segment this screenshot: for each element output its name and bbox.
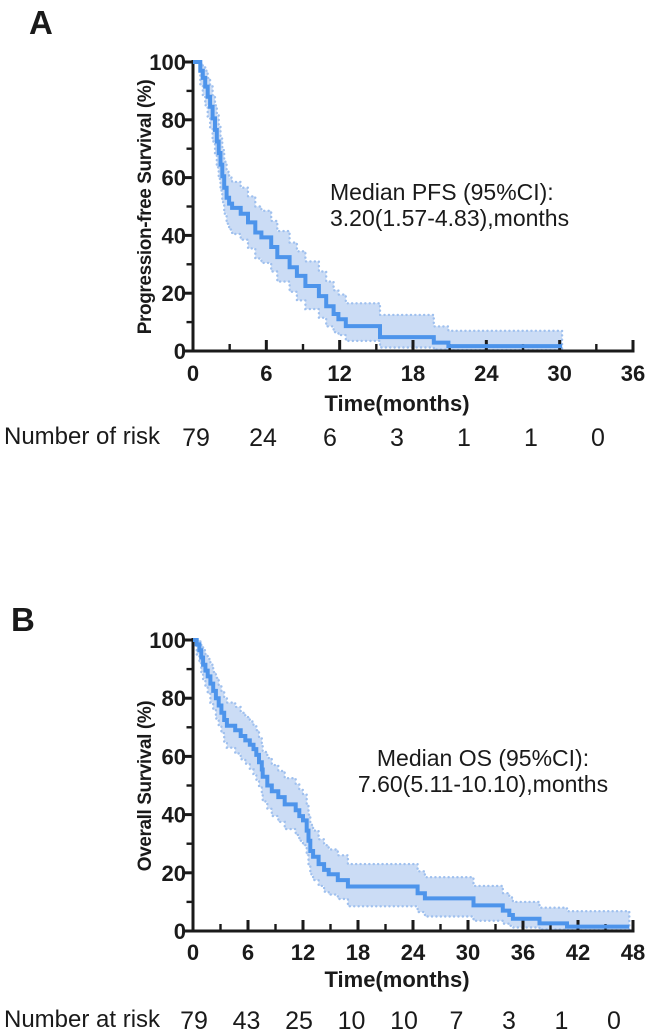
x-tick-label: 18 bbox=[346, 940, 370, 965]
panel-b-x-axis-title: Time(months) bbox=[324, 967, 470, 992]
km-curve-panel-a bbox=[193, 60, 563, 349]
risk-value: 10 bbox=[390, 1007, 418, 1034]
x-tick-label: 6 bbox=[260, 361, 272, 386]
x-tick-label: 12 bbox=[291, 940, 315, 965]
risk-value: 6 bbox=[323, 424, 337, 452]
panel-b-y-axis-title: Overall Survival (%) bbox=[135, 700, 156, 872]
x-tick-label: 6 bbox=[242, 940, 254, 965]
panel-a-median-annotation-line2: 3.20(1.57-4.83),months bbox=[330, 204, 570, 231]
x-tick-label: 30 bbox=[547, 361, 571, 386]
y-tick-label: 60 bbox=[162, 744, 186, 769]
risk-value: 3 bbox=[502, 1007, 516, 1034]
x-tick-label: 12 bbox=[327, 361, 351, 386]
y-tick-label: 20 bbox=[162, 861, 186, 886]
risk-value: 0 bbox=[607, 1007, 621, 1034]
risk-value: 10 bbox=[338, 1007, 366, 1034]
x-tick-label: 24 bbox=[401, 940, 426, 965]
panel-b-letter: B bbox=[11, 601, 35, 638]
panel-a-y-axis-title: Progression-free Survival (%) bbox=[135, 79, 156, 335]
risk-value: 24 bbox=[249, 424, 277, 452]
panel-a-x-axis-title: Time(months) bbox=[324, 391, 470, 416]
x-tick-label: 36 bbox=[621, 361, 645, 386]
panel-b-median-annotation: Median OS (95%CI): 7.60(5.11-10.10),mont… bbox=[357, 745, 609, 797]
risk-value: 1 bbox=[524, 424, 538, 452]
x-tick-label: 42 bbox=[566, 940, 590, 965]
risk-value: 0 bbox=[591, 424, 605, 452]
x-tick-label: 36 bbox=[511, 940, 535, 965]
y-tick-label: 20 bbox=[162, 281, 186, 306]
risk-value: 1 bbox=[555, 1007, 569, 1034]
ci-band-panel-b bbox=[193, 640, 630, 931]
y-tick-label: 40 bbox=[162, 803, 186, 828]
y-tick-label: 80 bbox=[162, 108, 186, 133]
x-tick-label: 24 bbox=[474, 361, 499, 386]
x-tick-label: 0 bbox=[187, 940, 199, 965]
panel-a-median-annotation-line1: Median PFS (95%CI): bbox=[330, 179, 554, 205]
risk-value: 1 bbox=[457, 424, 471, 452]
y-tick-label: 0 bbox=[174, 339, 186, 364]
x-tick-label: 30 bbox=[456, 940, 480, 965]
panel-b-median-annotation-line1: Median OS (95%CI): bbox=[376, 745, 590, 771]
panel-a-median-annotation: Median PFS (95%CI): 3.20(1.57-4.83),mont… bbox=[330, 179, 570, 231]
y-tick-label: 100 bbox=[149, 50, 186, 75]
y-tick-label: 0 bbox=[174, 919, 186, 944]
panel-a-letter: A bbox=[29, 4, 53, 41]
km-curve-panel-b bbox=[193, 638, 630, 929]
y-tick-label: 60 bbox=[162, 166, 186, 191]
panel-b-number-at-risk-label: Number at risk bbox=[4, 1006, 161, 1033]
ci-band-panel-a bbox=[193, 62, 563, 351]
x-tick-label: 48 bbox=[621, 940, 645, 965]
risk-value: 3 bbox=[390, 424, 404, 452]
y-tick-label: 80 bbox=[162, 686, 186, 711]
y-tick-label: 40 bbox=[162, 223, 186, 248]
risk-value: 43 bbox=[233, 1007, 261, 1034]
x-tick-label: 0 bbox=[187, 361, 199, 386]
y-tick-label: 100 bbox=[149, 628, 186, 653]
risk-value: 7 bbox=[450, 1007, 464, 1034]
x-tick-label: 18 bbox=[401, 361, 425, 386]
panel-b-median-annotation-line2: 7.60(5.11-10.10),months bbox=[357, 770, 609, 797]
risk-value: 79 bbox=[180, 1007, 208, 1034]
ci-band-dotted-edge-panel-a bbox=[193, 60, 564, 352]
panel-a-number-at-risk-label: Number of risk bbox=[4, 423, 161, 450]
risk-value: 25 bbox=[285, 1007, 313, 1034]
risk-value: 79 bbox=[182, 424, 210, 452]
